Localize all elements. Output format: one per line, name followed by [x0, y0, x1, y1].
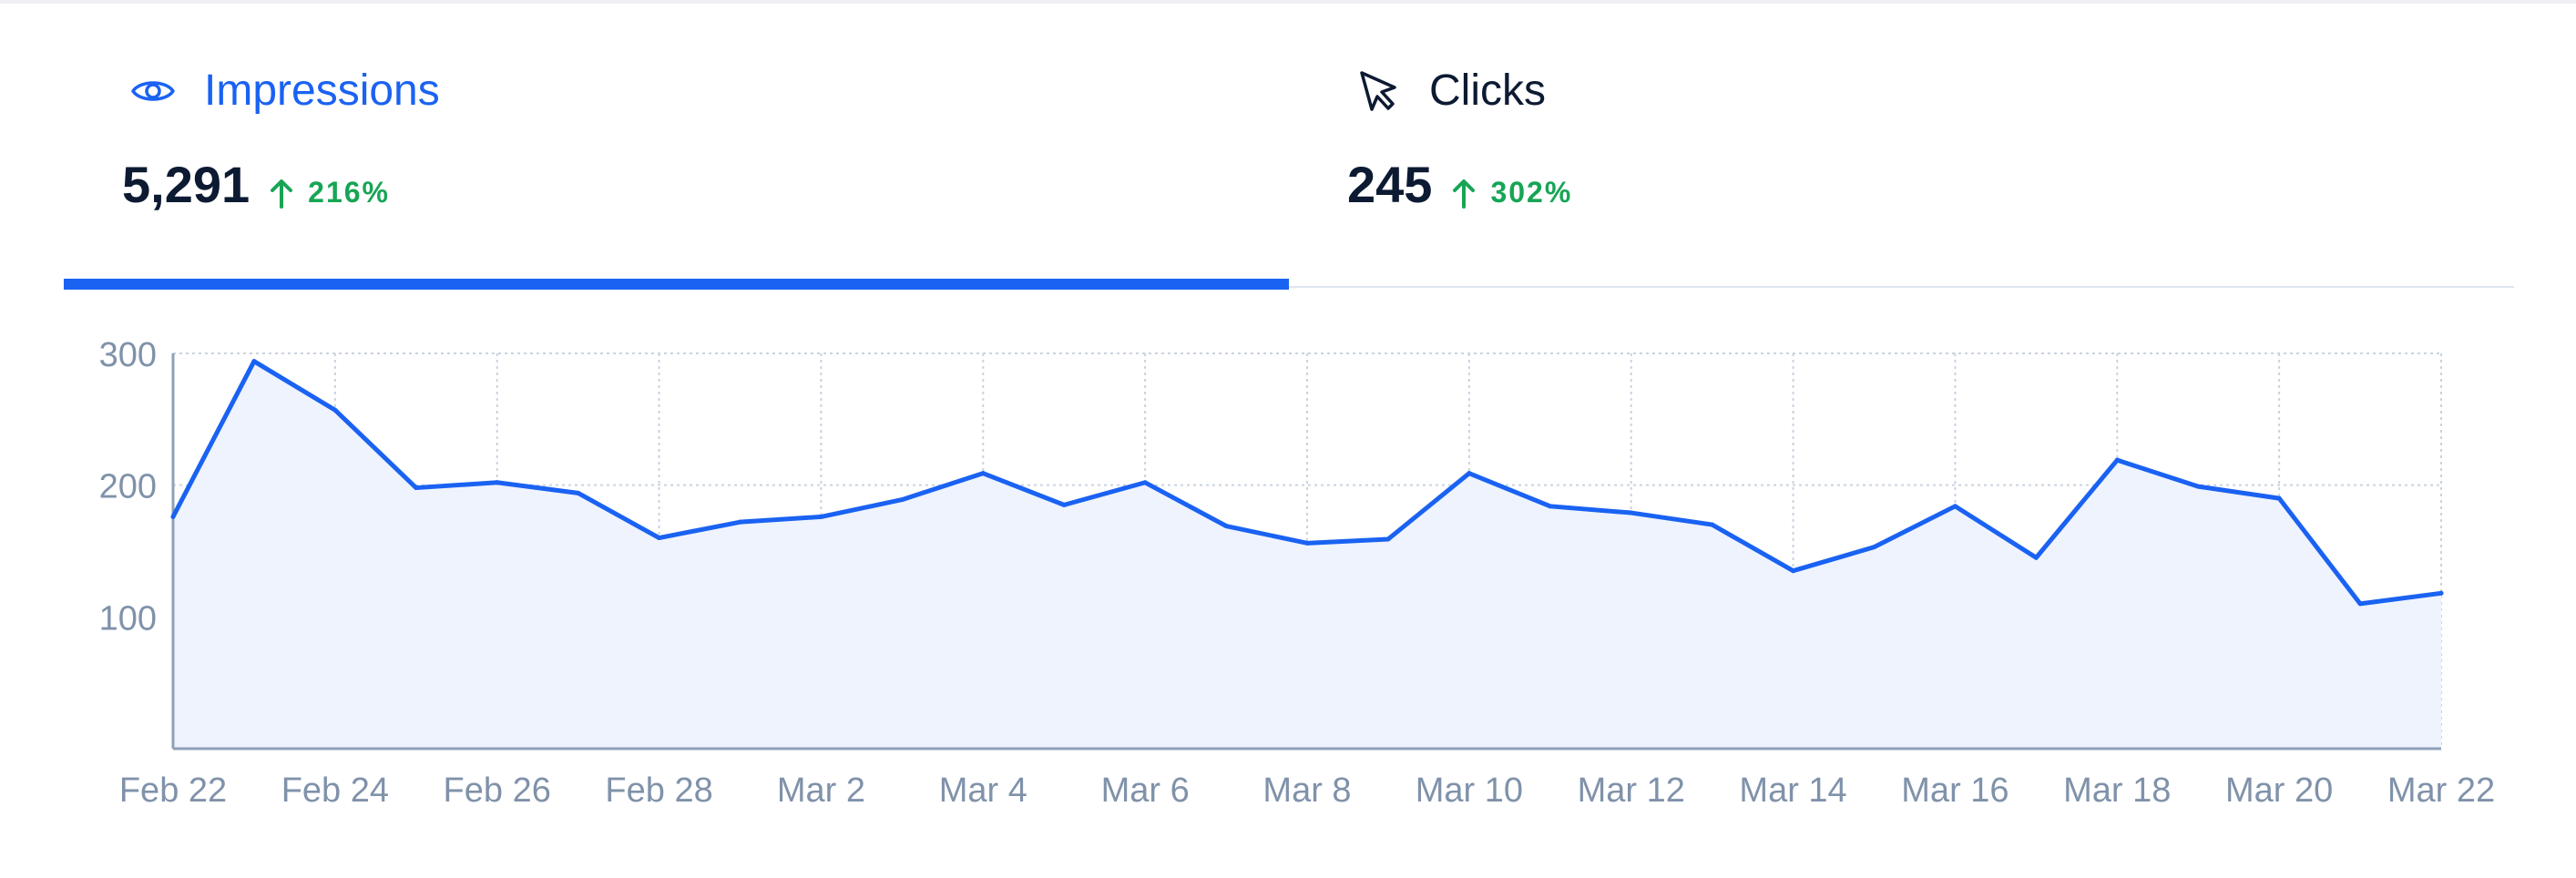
top-border — [0, 0, 2576, 4]
tab-clicks-label: Clicks — [1429, 66, 1546, 115]
impressions-value: 5,291 — [122, 156, 250, 213]
data-point — [2357, 601, 2363, 607]
data-point — [1629, 510, 1634, 516]
data-point — [2195, 484, 2201, 489]
tab-clicks-header: Clicks — [1354, 66, 1546, 116]
y-tick-label: 300 — [99, 336, 157, 374]
data-point — [2276, 495, 2282, 501]
data-point — [251, 359, 257, 364]
tab-clicks[interactable]: Clicks 245 302% — [1289, 0, 2514, 290]
data-point — [657, 536, 662, 541]
data-point — [1223, 524, 1229, 529]
clicks-value: 245 — [1347, 156, 1433, 213]
data-point — [2033, 555, 2039, 560]
impressions-trend: 216% — [270, 176, 390, 209]
tab-clicks-metric: 245 302% — [1347, 155, 1572, 214]
data-point — [2438, 590, 2444, 596]
x-tick-label: Mar 2 — [777, 771, 865, 810]
data-point — [1872, 545, 1876, 550]
eye-icon — [131, 80, 175, 101]
data-point — [1061, 502, 1067, 507]
data-point — [170, 514, 176, 519]
x-tick-label: Feb 22 — [119, 771, 227, 810]
x-tick-label: Feb 24 — [281, 771, 389, 810]
x-tick-label: Feb 28 — [605, 771, 712, 810]
clicks-change: 302% — [1490, 176, 1573, 209]
data-point — [495, 480, 500, 485]
x-tick-label: Mar 16 — [1901, 771, 2009, 810]
arrow-up-icon — [271, 179, 293, 209]
arrow-up-icon — [1453, 179, 1476, 209]
data-point — [1467, 471, 1472, 476]
data-point — [818, 514, 823, 519]
tab-impressions-metric: 5,291 216% — [122, 155, 390, 214]
data-point — [899, 497, 905, 503]
data-point — [332, 407, 338, 413]
x-tick-label: Mar 14 — [1739, 771, 1846, 810]
data-point — [1952, 504, 1958, 509]
impressions-change: 216% — [308, 176, 390, 209]
data-point — [1385, 536, 1391, 542]
x-tick-label: Mar 18 — [2063, 771, 2171, 810]
data-point — [1710, 522, 1715, 527]
data-point — [1791, 568, 1796, 574]
cursor-arrow-icon — [1360, 70, 1396, 111]
data-point — [1142, 480, 1148, 485]
tab-divider — [1289, 286, 2514, 288]
x-tick-label: Mar 10 — [1416, 771, 1523, 810]
clicks-trend: 302% — [1452, 176, 1572, 209]
tab-impressions[interactable]: Impressions 5,291 216% — [64, 0, 1289, 290]
x-tick-label: Mar 8 — [1262, 771, 1351, 810]
x-tick-label: Mar 22 — [2387, 771, 2495, 810]
data-point — [738, 519, 742, 525]
y-tick-label: 200 — [99, 468, 157, 506]
data-point — [1304, 540, 1310, 546]
tab-impressions-label: Impressions — [204, 66, 440, 115]
impressions-area-chart: 300 200 100 Feb 22 Feb 24 Feb 26 Feb 28 Mar 2 Ma… — [99, 336, 2496, 810]
series-area — [173, 361, 2441, 749]
data-point — [980, 471, 986, 476]
data-point — [414, 485, 419, 491]
x-tick-label: Mar 12 — [1578, 771, 1685, 810]
x-tick-label: Feb 26 — [444, 771, 551, 810]
data-point — [1548, 504, 1553, 509]
data-point — [2114, 457, 2120, 463]
y-tick-label: 100 — [99, 599, 157, 638]
x-tick-label: Mar 6 — [1101, 771, 1190, 810]
data-point — [576, 490, 581, 495]
x-tick-label: Mar 20 — [2225, 771, 2333, 810]
x-tick-label: Mar 4 — [939, 771, 1027, 810]
tab-impressions-header: Impressions — [129, 66, 440, 116]
tab-selected-indicator — [64, 279, 1289, 290]
